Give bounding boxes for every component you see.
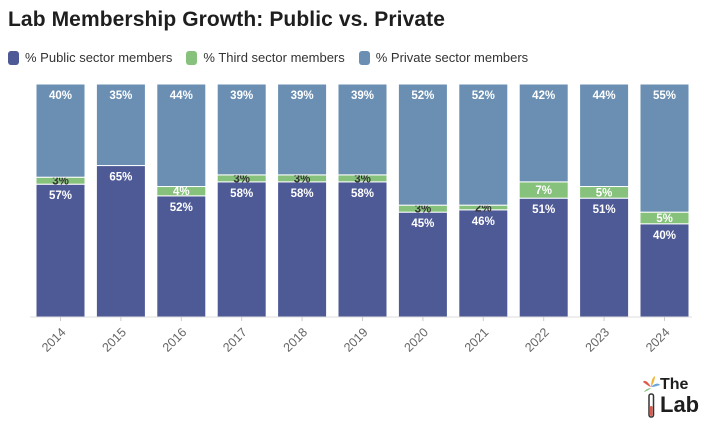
bar-public-2015 xyxy=(95,165,146,318)
bar-public-2019 xyxy=(337,181,388,318)
data-label-private-2020: 52% xyxy=(411,90,434,102)
x-tick-label-2022: 2022 xyxy=(522,325,552,355)
x-tick-label-2015: 2015 xyxy=(99,325,129,355)
bar-public-2024 xyxy=(639,223,690,318)
data-label-private-2019: 39% xyxy=(351,90,374,102)
bar-public-2016 xyxy=(156,195,207,318)
x-tick-label-2021: 2021 xyxy=(462,325,492,355)
bar-private-2021 xyxy=(458,83,509,206)
data-label-public-2018: 58% xyxy=(291,188,314,200)
x-tick-label-2014: 2014 xyxy=(39,325,69,355)
bar-private-2014 xyxy=(35,83,86,178)
bar-private-2015 xyxy=(95,83,146,167)
data-label-third-2017: 3% xyxy=(233,173,250,185)
legend-label-third: % Third sector members xyxy=(203,50,345,65)
bar-public-2020 xyxy=(397,211,448,318)
flask-icon xyxy=(643,376,660,418)
data-label-private-2018: 39% xyxy=(291,90,314,102)
legend-swatch-third xyxy=(186,50,198,65)
bar-private-2023 xyxy=(579,83,630,188)
logo-text-the: The xyxy=(660,376,689,393)
x-tick-label-2024: 2024 xyxy=(643,325,673,355)
data-label-public-2017: 58% xyxy=(230,188,253,200)
data-label-third-2023: 5% xyxy=(596,187,613,199)
data-label-public-2020: 45% xyxy=(411,218,434,230)
data-label-third-2022: 7% xyxy=(535,185,552,197)
bar-private-2017 xyxy=(216,83,267,176)
bar-public-2023 xyxy=(579,197,630,318)
bar-private-2018 xyxy=(277,83,328,176)
data-label-private-2022: 42% xyxy=(532,90,555,102)
bar-public-2014 xyxy=(35,183,86,318)
legend-item-public: % Public sector members xyxy=(8,50,172,65)
legend: % Public sector members % Third sector m… xyxy=(8,50,542,65)
bar-public-2017 xyxy=(216,181,267,318)
bars-group: 57% 3% 40% 65% 35% 52% 4% 44% 58% 3% 39% 58% 3% 39% 58… xyxy=(35,83,690,318)
x-tick-label-2020: 2020 xyxy=(401,325,431,355)
data-label-third-2014: 3% xyxy=(52,176,69,188)
the-lab-logo: The Lab xyxy=(640,374,710,422)
data-label-third-2020: 3% xyxy=(415,204,432,216)
logo-text-lab: Lab xyxy=(660,392,700,417)
bar-private-2024 xyxy=(639,83,690,213)
data-label-public-2016: 52% xyxy=(170,202,193,214)
data-label-public-2019: 58% xyxy=(351,188,374,200)
bar-private-2016 xyxy=(156,83,207,188)
data-label-third-2016: 4% xyxy=(173,186,190,198)
x-tick-label-2019: 2019 xyxy=(341,325,371,355)
legend-swatch-private xyxy=(358,50,370,65)
x-tick-label-2017: 2017 xyxy=(220,325,250,355)
x-tick-label-2018: 2018 xyxy=(281,325,311,355)
data-label-private-2021: 52% xyxy=(472,90,495,102)
data-label-private-2023: 44% xyxy=(593,90,616,102)
data-label-private-2017: 39% xyxy=(230,90,253,102)
legend-label-public: % Public sector members xyxy=(25,50,173,65)
bar-private-2020 xyxy=(397,83,448,206)
data-label-third-2024: 5% xyxy=(656,213,673,225)
data-label-private-2016: 44% xyxy=(170,90,193,102)
data-label-public-2021: 46% xyxy=(472,216,495,228)
data-label-third-2018: 3% xyxy=(294,173,311,185)
data-label-public-2024: 40% xyxy=(653,230,676,242)
data-label-public-2014: 57% xyxy=(49,190,72,202)
bar-private-2022 xyxy=(518,83,569,183)
legend-label-private: % Private sector members xyxy=(375,50,529,65)
legend-swatch-public xyxy=(8,50,19,65)
data-label-private-2014: 40% xyxy=(49,90,72,102)
data-label-private-2024: 55% xyxy=(653,90,676,102)
data-label-third-2019: 3% xyxy=(354,173,371,185)
x-tick-label-2016: 2016 xyxy=(160,325,190,355)
legend-item-private: % Private sector members xyxy=(358,50,529,65)
x-tick-label-2023: 2023 xyxy=(583,325,613,355)
data-label-public-2022: 51% xyxy=(532,204,555,216)
data-label-private-2015: 35% xyxy=(109,90,132,102)
chart-title: Lab Membership Growth: Public vs. Privat… xyxy=(8,8,446,31)
x-axis-ticks: 2014 2015 2016 2017 2018 2019 2020 2021 2022 2023… xyxy=(39,317,673,355)
legend-item-third: % Third sector members xyxy=(186,50,345,65)
data-label-public-2023: 51% xyxy=(593,204,616,216)
bar-private-2019 xyxy=(337,83,388,176)
data-label-public-2015: 65% xyxy=(109,172,132,184)
bar-public-2018 xyxy=(277,181,328,318)
